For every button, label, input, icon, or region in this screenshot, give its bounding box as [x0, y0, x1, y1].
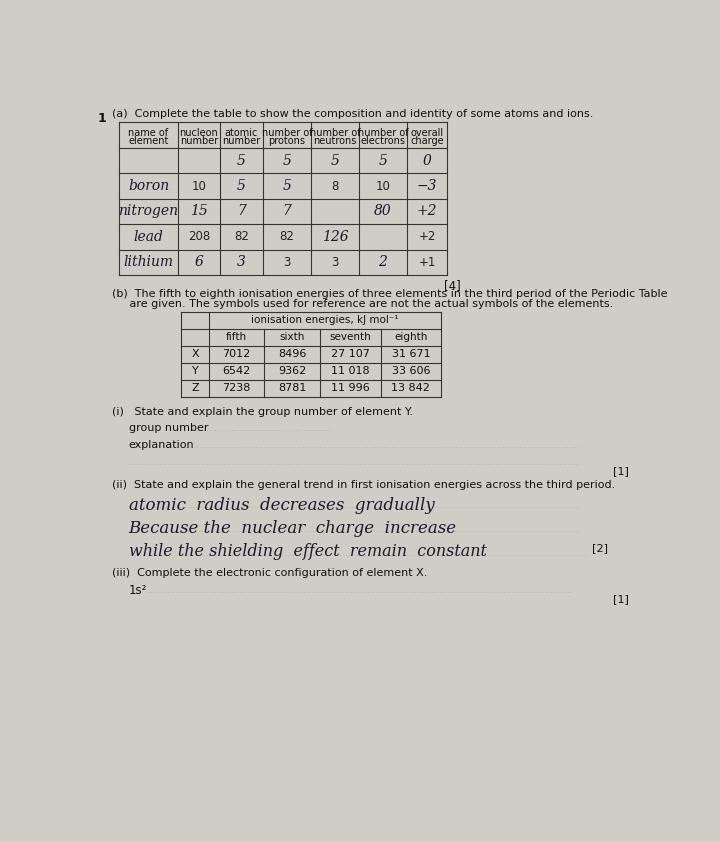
Text: eighth: eighth	[394, 332, 428, 342]
Text: are given. The symbols used for reference are not the actual symbols of the elem: are given. The symbols used for referenc…	[112, 299, 613, 309]
Text: 7: 7	[282, 204, 292, 219]
Text: nitrogen: nitrogen	[119, 204, 179, 219]
Text: 7012: 7012	[222, 349, 251, 359]
Text: while the shielding  effect  remain  constant: while the shielding effect remain consta…	[129, 543, 487, 560]
Text: ionisation energies, kJ mol⁻¹: ionisation energies, kJ mol⁻¹	[251, 315, 399, 325]
Text: seventh: seventh	[330, 332, 372, 342]
Text: explanation: explanation	[129, 440, 194, 450]
Text: number of: number of	[261, 128, 312, 138]
Text: 6542: 6542	[222, 366, 251, 376]
Text: protons: protons	[269, 135, 305, 145]
Text: 3: 3	[283, 256, 291, 269]
Text: 15: 15	[190, 204, 208, 219]
Text: (iii)  Complete the electronic configuration of element X.: (iii) Complete the electronic configurat…	[112, 568, 427, 578]
Text: +2: +2	[417, 204, 437, 219]
Text: atomic: atomic	[225, 128, 258, 138]
Text: 7238: 7238	[222, 383, 251, 393]
Text: 5: 5	[282, 179, 292, 193]
Text: name of: name of	[128, 128, 168, 138]
Text: sixth: sixth	[279, 332, 305, 342]
Text: 9362: 9362	[278, 366, 307, 376]
Text: 5: 5	[379, 154, 387, 167]
Text: Y: Y	[192, 366, 199, 376]
Text: 5: 5	[282, 154, 292, 167]
Text: lithium: lithium	[124, 255, 174, 269]
Text: (i)   State and explain the group number of element Y.: (i) State and explain the group number o…	[112, 407, 413, 417]
Text: 6: 6	[194, 255, 203, 269]
Text: fifth: fifth	[226, 332, 247, 342]
Text: 3: 3	[237, 255, 246, 269]
Text: 11 996: 11 996	[331, 383, 370, 393]
Text: lead: lead	[134, 230, 163, 244]
Text: 5: 5	[237, 179, 246, 193]
Text: (ii)  State and explain the general trend in first ionisation energies across th: (ii) State and explain the general trend…	[112, 479, 615, 489]
Text: number of: number of	[310, 128, 360, 138]
Text: 27 107: 27 107	[331, 349, 370, 359]
Text: atomic  radius  decreases  gradually: atomic radius decreases gradually	[129, 497, 434, 514]
Text: 5: 5	[330, 154, 339, 167]
Text: nucleon: nucleon	[179, 128, 218, 138]
Text: 82: 82	[279, 230, 294, 243]
Text: 0: 0	[423, 154, 431, 167]
Text: 13 842: 13 842	[392, 383, 431, 393]
Text: boron: boron	[128, 179, 169, 193]
Text: 10: 10	[376, 179, 390, 193]
Text: number: number	[180, 135, 218, 145]
Text: 7: 7	[237, 204, 246, 219]
Text: 8781: 8781	[278, 383, 307, 393]
Text: 1s²: 1s²	[129, 584, 147, 597]
Text: 2: 2	[379, 255, 387, 269]
Text: X: X	[192, 349, 199, 359]
Text: Z: Z	[192, 383, 199, 393]
Text: 208: 208	[188, 230, 210, 243]
Text: 3: 3	[331, 256, 338, 269]
Text: group number: group number	[129, 423, 208, 433]
Text: 80: 80	[374, 204, 392, 219]
Text: neutrons: neutrons	[313, 135, 356, 145]
Text: 10: 10	[192, 179, 207, 193]
Text: 33 606: 33 606	[392, 366, 430, 376]
Text: [4]: [4]	[444, 278, 462, 292]
Text: overall: overall	[410, 128, 444, 138]
Text: charge: charge	[410, 135, 444, 145]
Text: 1: 1	[98, 112, 107, 124]
Text: [1]: [1]	[613, 466, 629, 476]
Text: Because the  nuclear  charge  increase: Because the nuclear charge increase	[129, 520, 457, 537]
Text: +1: +1	[418, 256, 436, 269]
Text: 11 018: 11 018	[331, 366, 369, 376]
Text: 126: 126	[322, 230, 348, 244]
Text: electrons: electrons	[361, 135, 405, 145]
Text: 5: 5	[237, 154, 246, 167]
Text: 8496: 8496	[278, 349, 307, 359]
Text: 31 671: 31 671	[392, 349, 430, 359]
Text: 82: 82	[234, 230, 249, 243]
Text: −3: −3	[417, 179, 437, 193]
Text: (b)  The fifth to eighth ionisation energies of three elements in the third peri: (b) The fifth to eighth ionisation energ…	[112, 288, 667, 299]
Text: number of: number of	[358, 128, 408, 138]
Text: number: number	[222, 135, 261, 145]
Text: [1]: [1]	[613, 594, 629, 604]
Text: +2: +2	[418, 230, 436, 243]
Text: (a)  Complete the table to show the composition and identity of some atoms and i: (a) Complete the table to show the compo…	[112, 108, 593, 119]
Text: 8: 8	[331, 179, 338, 193]
Text: [2]: [2]	[593, 543, 608, 553]
Text: element: element	[128, 135, 168, 145]
